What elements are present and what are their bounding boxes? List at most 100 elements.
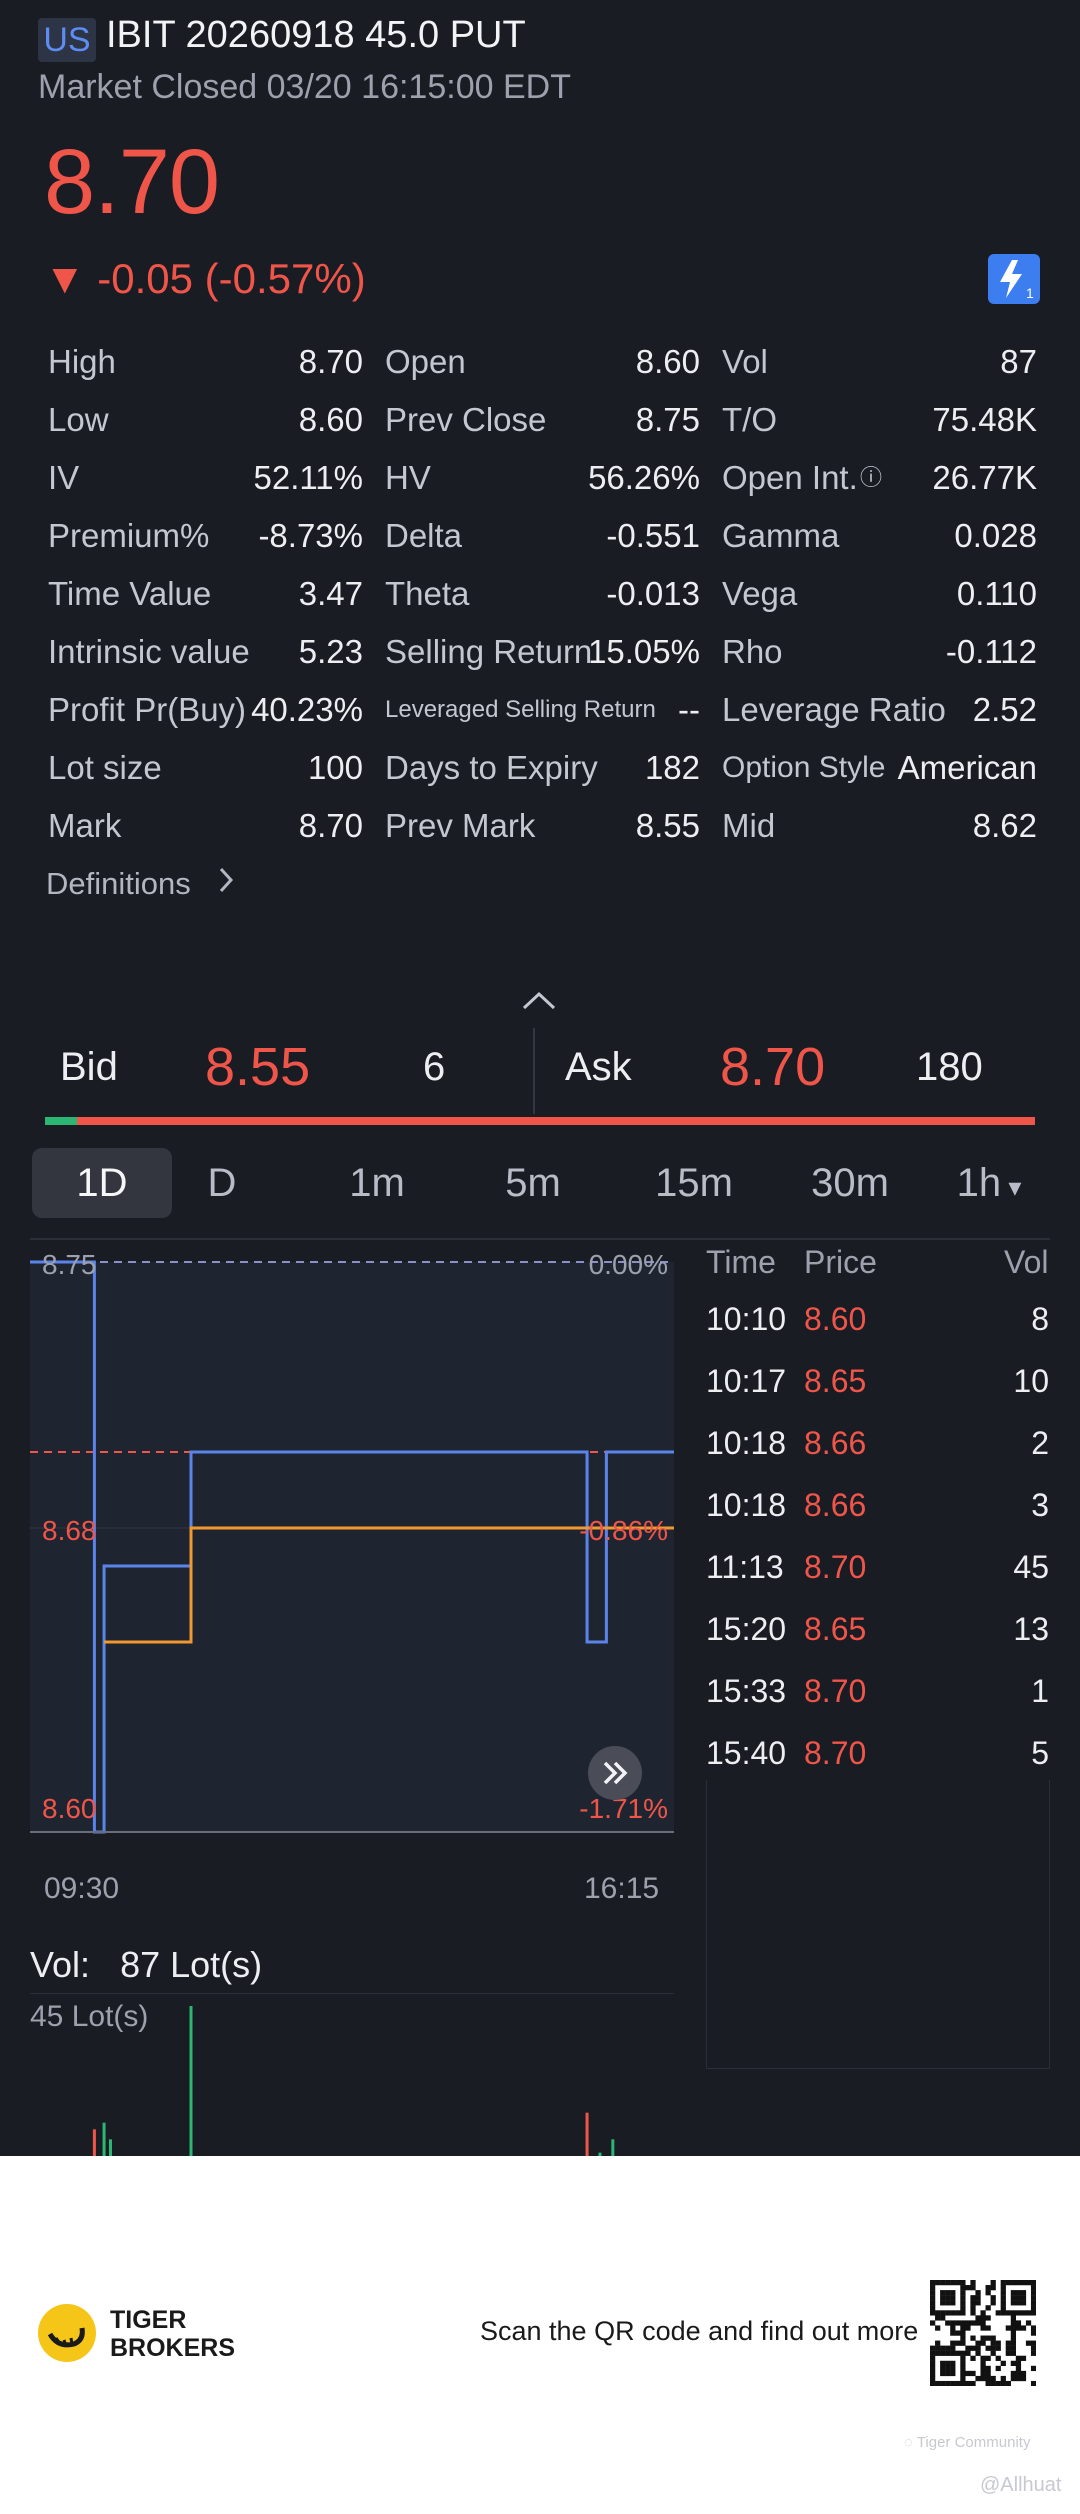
qr-module [950, 2370, 956, 2377]
qr-module [945, 2300, 951, 2306]
qr-module [1010, 2320, 1017, 2326]
qr-module [1015, 2320, 1022, 2326]
qr-module [985, 2380, 991, 2387]
tick-time: 10:17 [706, 1363, 787, 1399]
qr-module [930, 2290, 936, 2296]
tick-price: 8.70 [804, 1673, 867, 1709]
definitions-link[interactable]: Definitions [46, 866, 235, 902]
qr-module [960, 2350, 966, 2356]
volume-max-label: 45 Lot(s) [30, 2000, 149, 2033]
tab-label: 1D [76, 1161, 128, 1205]
tick-time: 15:20 [706, 1611, 787, 1647]
qr-module [1015, 2300, 1022, 2306]
qr-module [940, 2295, 946, 2301]
qr-module [990, 2335, 996, 2341]
tab-30m[interactable]: 30m [790, 1148, 910, 1218]
qr-module [995, 2340, 1001, 2346]
stat-label: High [48, 343, 116, 380]
brand-line2: BROKERS [110, 2334, 236, 2362]
qr-module [965, 2325, 971, 2331]
share-footer: TIGER BROKERS Scan the QR code and find … [0, 2156, 1080, 2514]
stat-label: Intrinsic value [48, 633, 250, 670]
qr-module [975, 2340, 981, 2346]
tick-volume: 5 [1031, 1735, 1049, 1771]
qr-module [1030, 2350, 1037, 2356]
qr-module [945, 2350, 951, 2356]
tab-label: 1h [956, 1161, 1002, 1205]
qr-module [945, 2360, 951, 2367]
qr-module [975, 2345, 981, 2351]
tab-5m[interactable]: 5m [478, 1148, 588, 1218]
tab-d[interactable]: D [172, 1148, 272, 1218]
qr-module [965, 2285, 971, 2291]
tick-volume: 2 [1031, 1425, 1049, 1461]
qr-module [1005, 2310, 1011, 2316]
qr-module [995, 2380, 1001, 2387]
tick-time: 11:13 [706, 1549, 784, 1585]
qr-module [930, 2360, 936, 2367]
qr-module [995, 2345, 1001, 2351]
qr-module [950, 2360, 956, 2367]
qr-module [950, 2280, 956, 2286]
stat-value: 8.62 [972, 807, 1037, 844]
tab-1d[interactable]: 1D [32, 1148, 172, 1218]
qr-module [950, 2365, 956, 2372]
stat-label: IV [48, 459, 80, 496]
tab-1h[interactable]: 1h ▾ [934, 1148, 1044, 1218]
stat-label: Theta [385, 575, 470, 612]
double-chevron-right-icon [603, 1761, 628, 1785]
brand-name: TIGER BROKERS [110, 2306, 235, 2362]
qr-module [965, 2380, 971, 2387]
lightning-icon[interactable]: 1 [988, 254, 1040, 304]
qr-module [1010, 2370, 1017, 2377]
qr-module [1030, 2365, 1037, 2372]
stat-value: -8.73% [258, 517, 363, 554]
qr-module [940, 2300, 946, 2306]
tick-volume: 8 [1031, 1301, 1049, 1337]
qr-module [945, 2320, 951, 2326]
qr-module [995, 2310, 1001, 2316]
qr-module [1025, 2320, 1032, 2326]
chart-background [30, 1262, 674, 1832]
stat-value: 8.60 [635, 343, 700, 380]
qr-module [1030, 2380, 1037, 2387]
tick-time: 10:10 [706, 1301, 787, 1337]
qr-module [1000, 2310, 1006, 2316]
market-badge: US [38, 18, 96, 62]
stat-label: Rho [722, 633, 783, 670]
chevron-up-icon[interactable] [520, 988, 558, 1017]
intraday-chart[interactable]: 8.75 8.68 8.60 0.00% -0.86% -1.71% [30, 1240, 674, 1860]
tick-volume: 1 [1031, 1673, 1049, 1709]
stat-value: 2.52 [972, 691, 1037, 728]
brand-line1: TIGER [110, 2306, 187, 2334]
stat-label: Low [48, 401, 109, 438]
qr-module [985, 2365, 991, 2372]
volume-bar [92, 2129, 96, 2156]
qr-module [1010, 2325, 1017, 2331]
y-tick-right: -0.86% [579, 1515, 668, 1546]
qr-module [960, 2285, 966, 2291]
tab-1m[interactable]: 1m [322, 1148, 432, 1218]
tab-label: 5m [505, 1161, 561, 1205]
qr-module [960, 2280, 966, 2286]
stat-label: Option Style [722, 751, 886, 784]
qr-module [950, 2310, 956, 2316]
qr-module [945, 2310, 951, 2316]
tick-price: 8.70 [804, 1549, 867, 1585]
qr-module [955, 2330, 961, 2336]
qr-module [985, 2315, 991, 2321]
tab-15m[interactable]: 15m [634, 1148, 754, 1218]
ticks-scroll-area[interactable] [706, 1780, 1050, 2069]
ask-label: Ask [565, 1045, 632, 1089]
qr-module [960, 2365, 966, 2372]
qr-module [960, 2340, 966, 2346]
qr-module [965, 2350, 971, 2356]
stat-label: Mark [48, 807, 122, 844]
qr-code[interactable] [930, 2280, 1037, 2387]
info-icon[interactable]: ⓘ [860, 465, 883, 490]
expand-chart-button[interactable] [588, 1746, 642, 1800]
stat-value: -0.551 [606, 517, 700, 554]
qr-module [935, 2380, 941, 2387]
qr-module [970, 2320, 976, 2326]
watermark-icon: ◌ [904, 2434, 917, 2451]
